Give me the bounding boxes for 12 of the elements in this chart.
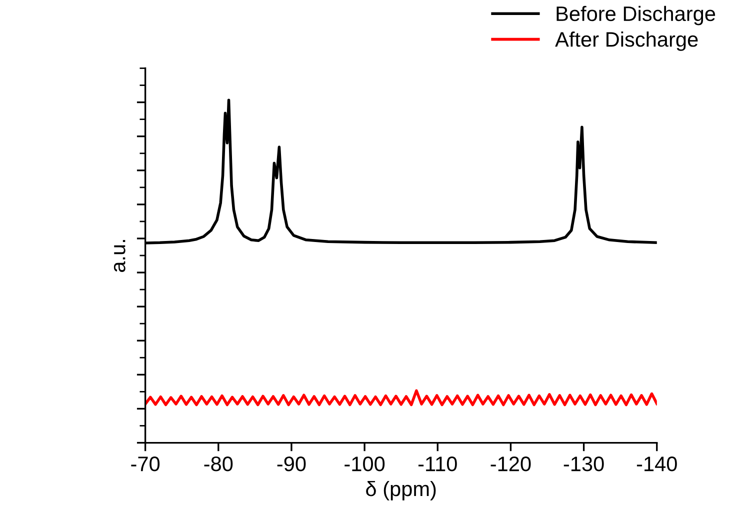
x-tick-label: -130 (564, 456, 604, 472)
x-axis-title: δ (ppm) (366, 480, 436, 500)
y-axis-title: a.u. (114, 240, 126, 272)
x-tick-label: -120 (490, 456, 531, 472)
x-tick-label: -80 (204, 456, 233, 472)
x-tick-label: -100 (344, 456, 385, 472)
legend-label: Before Discharge (556, 6, 716, 26)
x-tick-label: -110 (418, 456, 457, 472)
x-tick-label: -70 (131, 456, 160, 472)
legend-label: After Discharge (555, 32, 698, 51)
x-tick-label: -140 (636, 456, 677, 472)
x-tick-label: -90 (277, 456, 306, 472)
